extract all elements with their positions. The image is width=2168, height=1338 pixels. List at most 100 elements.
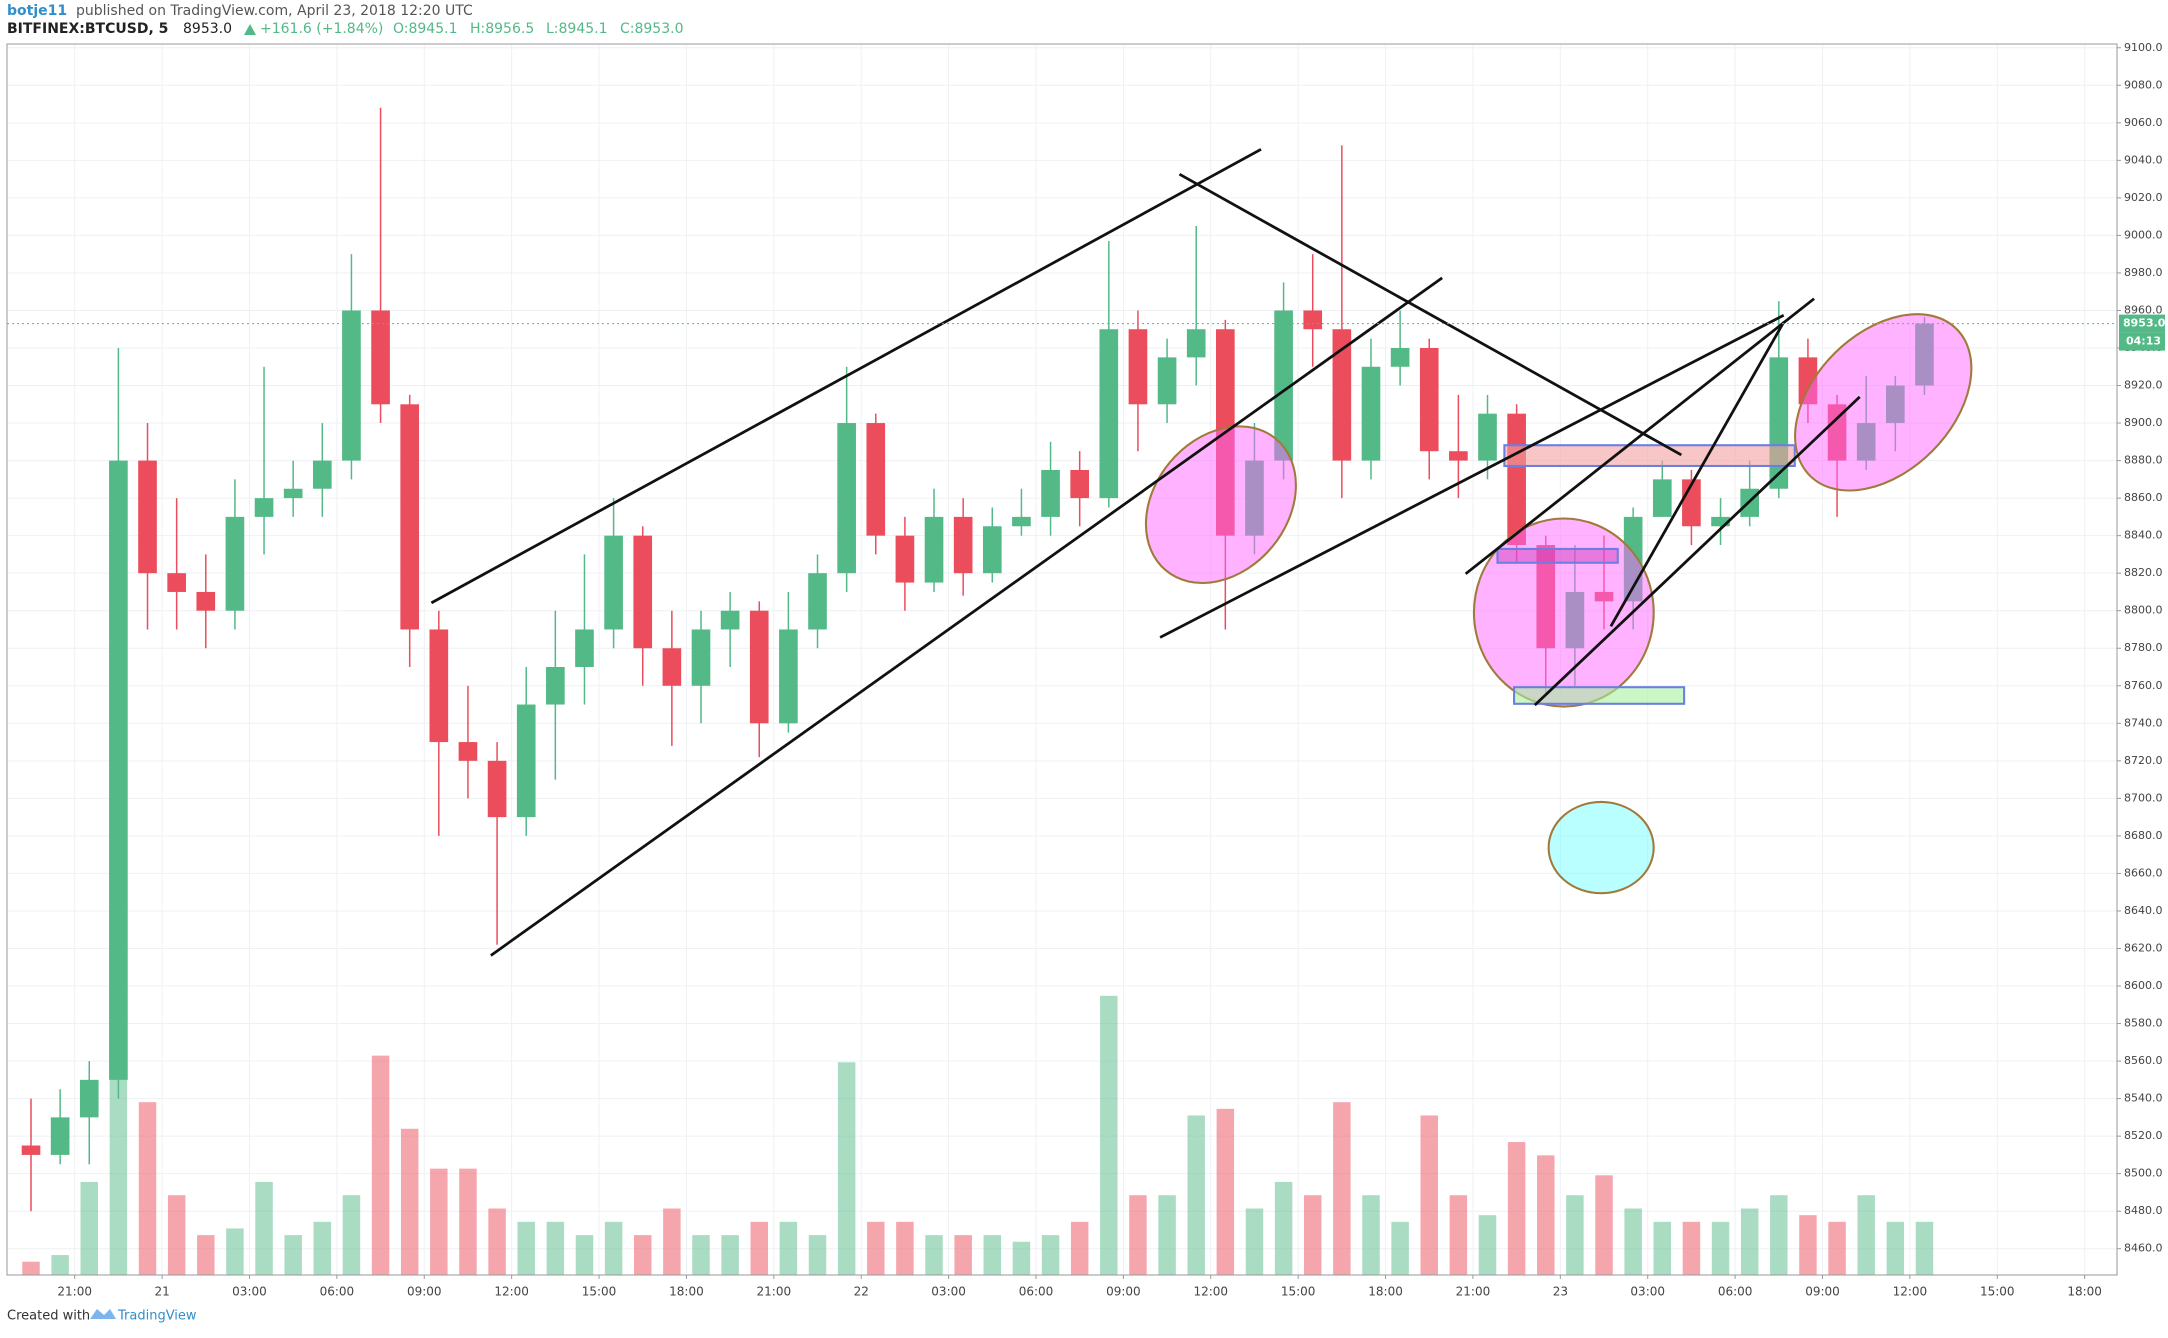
y-tick-label: 9060.0 [2124, 116, 2163, 129]
volume-bar [1595, 1175, 1613, 1275]
author[interactable]: botje11 [7, 3, 67, 19]
candle-body [1478, 413, 1497, 461]
y-tick-label: 8520.0 [2124, 1129, 2163, 1142]
candle-body [1449, 451, 1468, 461]
candle-body [1070, 469, 1090, 499]
footer-brand[interactable]: TradingView [117, 1309, 197, 1324]
candle-body [604, 535, 623, 630]
x-tick-label: 06:00 [1718, 1285, 1753, 1299]
candle-body [1711, 516, 1730, 527]
candle-body [1128, 329, 1148, 405]
y-tick-label: 8740.0 [2124, 716, 2163, 729]
candle-body [691, 629, 711, 686]
candle-body [487, 760, 507, 818]
y-tick-label: 8780.0 [2124, 641, 2163, 654]
trend-line [1464, 297, 1815, 575]
x-tick-label: 15:00 [1281, 1285, 1316, 1299]
volume-bar [692, 1235, 710, 1275]
candle-body [1507, 413, 1526, 546]
volume-bar [517, 1221, 535, 1275]
y-tick-label: 8840.0 [2124, 529, 2163, 542]
published: published on TradingView.com, April 23, … [76, 3, 473, 19]
trend-line [1159, 314, 1785, 639]
candle-body [50, 1117, 70, 1155]
volume-bar [1886, 1221, 1905, 1275]
trend-line [490, 276, 1443, 957]
candle-body [749, 610, 769, 724]
volume-bar [1624, 1208, 1642, 1275]
x-tick-label: 03:00 [931, 1285, 966, 1299]
price-tag-box [2119, 314, 2165, 333]
volume-bar [983, 1235, 1002, 1275]
volume-bar [1187, 1115, 1205, 1275]
tv-logo [90, 1309, 116, 1319]
volume-bar [138, 1102, 157, 1275]
candle-body [429, 629, 449, 743]
volume-bar [546, 1221, 565, 1275]
candle-body [1012, 516, 1031, 527]
candle-body [1274, 310, 1293, 461]
y-tick-label: 8560.0 [2124, 1054, 2163, 1067]
volume-bar [1507, 1142, 1526, 1275]
volume-bar [1303, 1195, 1322, 1275]
volume-bar [750, 1221, 768, 1275]
candle-body [254, 498, 274, 517]
x-tick-label: 06:00 [320, 1285, 355, 1299]
countdown: 04:13 [2126, 335, 2161, 348]
y-tick-label: 8580.0 [2124, 1017, 2163, 1030]
ellipse [1547, 800, 1655, 895]
ellipse [1794, 313, 1973, 492]
candle-body [283, 488, 303, 499]
trend-line [1178, 173, 1683, 457]
x-tick-label: 21 [154, 1285, 169, 1299]
x-tick-label: 18:00 [669, 1285, 704, 1299]
volume-bar [51, 1255, 69, 1275]
x-tick-label: 09:00 [1106, 1285, 1141, 1299]
volume-bar [1333, 1102, 1351, 1275]
volume-bar [1537, 1155, 1555, 1275]
candle-body [400, 404, 420, 630]
volume-bar [1012, 1241, 1031, 1275]
y-tick-label: 9000.0 [2124, 228, 2163, 241]
volume-bar [1740, 1208, 1759, 1275]
y-tick-label: 8680.0 [2124, 829, 2163, 842]
candle-body [312, 460, 332, 489]
x-tick-label: 03:00 [1630, 1285, 1665, 1299]
x-tick-label: 15:00 [582, 1285, 617, 1299]
x-tick-label: 21:00 [57, 1285, 92, 1299]
y-tick-label: 8800.0 [2124, 604, 2163, 617]
candle-body [1303, 310, 1323, 330]
volume-bar [1420, 1115, 1438, 1275]
y-tick-label: 8980.0 [2124, 266, 2163, 279]
zone [1513, 686, 1686, 705]
volume-bar [575, 1235, 594, 1275]
volume-bar [1245, 1208, 1264, 1275]
y-tick-label: 8900.0 [2124, 416, 2163, 429]
price: 8953.0 [183, 21, 232, 37]
volume-bar [867, 1221, 885, 1275]
price-tag: 8953.0 [2123, 317, 2166, 330]
candle-body [1099, 329, 1119, 499]
candle-body [167, 573, 186, 592]
y-tick-label: 8880.0 [2124, 454, 2163, 467]
volume-bar [1478, 1215, 1497, 1275]
x-tick-label: 21:00 [757, 1285, 792, 1299]
y-tick-label: 8920.0 [2124, 379, 2163, 392]
volume-bar [1711, 1221, 1730, 1275]
volume-bar [1216, 1108, 1235, 1275]
candle-body [342, 310, 361, 461]
volume-bar [80, 1181, 99, 1275]
candle-body [138, 460, 157, 574]
volume-bar [1799, 1215, 1817, 1275]
x-tick-label: 09:00 [407, 1285, 442, 1299]
trend-line [1533, 395, 1861, 707]
candle-body [808, 573, 827, 630]
volume-bar [226, 1228, 244, 1275]
x-tick-label: 18:00 [2067, 1285, 2102, 1299]
x-tick-label: 12:00 [494, 1285, 529, 1299]
ellipse [1472, 517, 1655, 708]
volume-bar [167, 1195, 186, 1275]
y-tick-label: 8700.0 [2124, 791, 2163, 804]
drawings [430, 148, 1973, 957]
